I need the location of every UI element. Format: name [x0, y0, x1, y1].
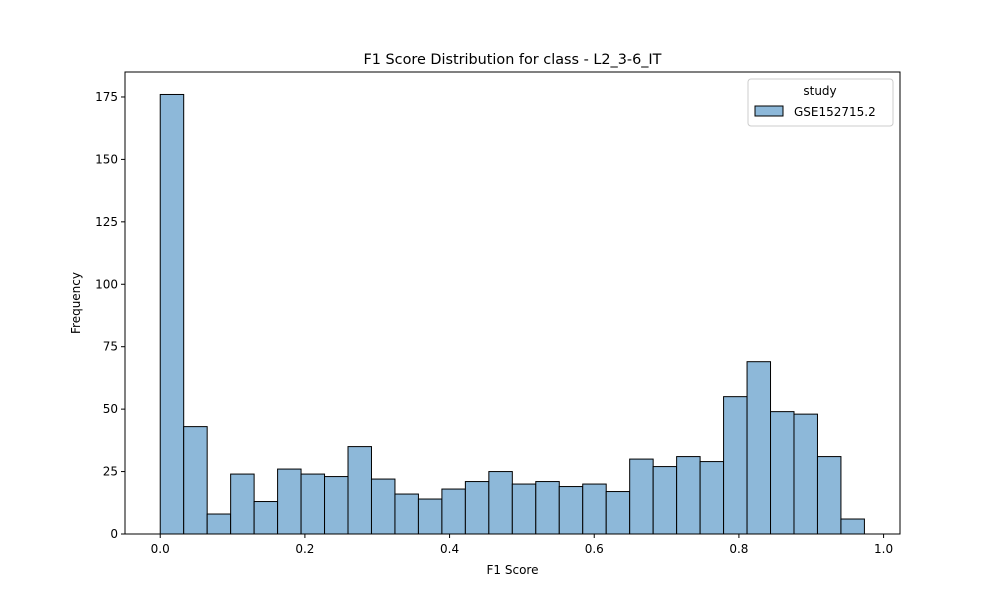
y-tick-label: 25: [103, 465, 118, 479]
chart-title: F1 Score Distribution for class - L2_3-6…: [364, 52, 662, 68]
y-tick-label: 50: [103, 402, 118, 416]
y-tick-label: 175: [95, 90, 118, 104]
y-tick-label: 0: [110, 527, 118, 541]
x-tick-label: 0.0: [151, 542, 170, 556]
histogram-bar: [512, 484, 535, 534]
histogram-bar: [254, 502, 277, 534]
histogram-bar: [489, 472, 512, 534]
x-tick-label: 0.8: [729, 542, 748, 556]
y-tick-label: 75: [103, 340, 118, 354]
histogram-bar: [231, 474, 254, 534]
histogram-bar: [771, 412, 794, 534]
histogram-bar: [442, 489, 465, 534]
histogram-bar: [207, 514, 230, 534]
histogram-bar: [606, 492, 629, 534]
legend-swatch: [755, 106, 783, 116]
histogram-bar: [700, 462, 723, 534]
legend-entry-label: GSE152715.2: [794, 105, 876, 119]
y-tick-label: 125: [95, 215, 118, 229]
histogram-bar: [559, 487, 582, 534]
histogram-bar: [817, 457, 840, 534]
y-tick-label: 100: [95, 277, 118, 291]
histogram-bar: [395, 494, 418, 534]
histogram-bar: [418, 499, 441, 534]
legend: study GSE152715.2: [748, 79, 893, 126]
histogram-bar: [465, 482, 488, 534]
histogram-bar: [348, 447, 371, 534]
histogram-bar: [794, 414, 817, 534]
histogram-bar: [747, 362, 770, 534]
histogram-bar: [325, 477, 348, 534]
histogram-bar: [724, 397, 747, 534]
x-axis-label: F1 Score: [487, 563, 539, 577]
histogram-bar: [653, 467, 676, 534]
histogram-bar: [583, 484, 606, 534]
y-tick-label: 150: [95, 152, 118, 166]
x-tick-label: 0.4: [440, 542, 459, 556]
histogram-bar: [630, 459, 653, 534]
legend-title: study: [803, 84, 836, 98]
histogram-bar: [160, 94, 183, 534]
x-tick-label: 0.2: [295, 542, 314, 556]
histogram-bar: [184, 427, 207, 534]
x-tick-label: 1.0: [874, 542, 893, 556]
histogram-bar: [536, 482, 559, 534]
x-tick-label: 0.6: [585, 542, 604, 556]
histogram-bar: [677, 457, 700, 534]
histogram-bar: [841, 519, 864, 534]
histogram-bar: [301, 474, 324, 534]
y-axis-label: Frequency: [69, 272, 83, 334]
histogram-bar: [371, 479, 394, 534]
histogram-bar: [278, 469, 301, 534]
